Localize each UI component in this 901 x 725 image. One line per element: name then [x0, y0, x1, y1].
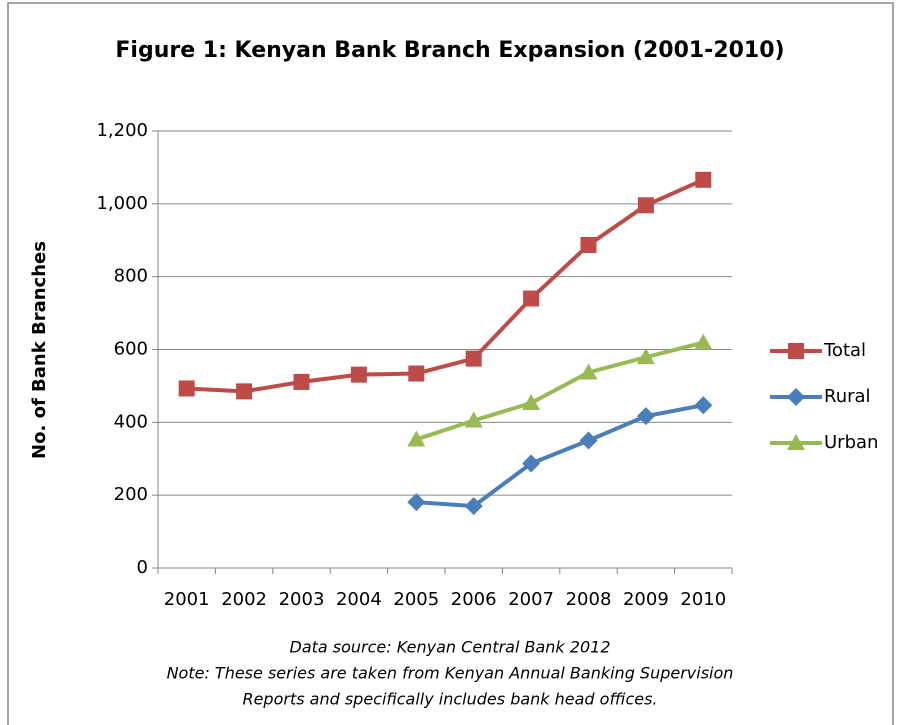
- x-tick-label: 2004: [336, 589, 382, 610]
- x-tick-label: 2007: [508, 589, 554, 610]
- y-tick-label: 200: [114, 484, 148, 505]
- chart-title: Figure 1: Kenyan Bank Branch Expansion (…: [115, 38, 784, 63]
- series-line: [416, 403, 704, 509]
- series-line: [415, 340, 704, 442]
- data-point: [695, 171, 712, 188]
- x-tick-label: 2005: [393, 589, 439, 610]
- x-tick-label: 2001: [164, 589, 210, 610]
- annotation: Reports and specifically includes bank h…: [242, 690, 657, 709]
- x-tick-label: 2008: [566, 589, 612, 610]
- data-point: [636, 348, 655, 365]
- data-point: [522, 454, 541, 473]
- data-point: [465, 350, 482, 367]
- data-point: [464, 411, 483, 428]
- data-point: [464, 497, 483, 516]
- series-line: [186, 177, 705, 394]
- data-point: [350, 366, 367, 383]
- data-point: [694, 396, 713, 415]
- data-point: [637, 197, 654, 214]
- data-point: [408, 365, 425, 382]
- y-tick-label: 400: [114, 411, 148, 432]
- data-point: [579, 363, 598, 380]
- legend-label: Rural: [824, 386, 871, 407]
- data-point: [236, 383, 253, 400]
- x-tick-label: 2003: [279, 589, 325, 610]
- x-tick-label: 2010: [680, 589, 726, 610]
- data-point: [636, 407, 655, 426]
- data-point: [523, 290, 540, 307]
- legend-marker: [787, 434, 805, 450]
- data-point: [407, 430, 426, 447]
- y-tick-label: 1,000: [96, 193, 148, 214]
- x-tick-label: 2002: [221, 589, 267, 610]
- data-point: [293, 373, 310, 390]
- legend-marker: [788, 343, 804, 359]
- x-tick-label: 2006: [451, 589, 497, 610]
- y-tick-label: 600: [114, 339, 148, 360]
- data-point: [580, 236, 597, 253]
- annotation: Data source: Kenyan Central Bank 2012: [290, 638, 611, 657]
- legend-label: Urban: [824, 432, 878, 453]
- y-axis-label: No. of Bank Branches: [29, 241, 50, 459]
- data-point: [694, 333, 713, 350]
- x-tick-label: 2009: [623, 589, 669, 610]
- data-point: [522, 394, 541, 411]
- legend-label: Total: [823, 340, 866, 361]
- data-point: [579, 431, 598, 450]
- data-point: [178, 380, 195, 397]
- annotation: Note: These series are taken from Kenyan…: [167, 664, 734, 683]
- y-tick-label: 800: [114, 266, 148, 287]
- y-tick-label: 0: [137, 557, 148, 578]
- y-tick-label: 1,200: [96, 120, 148, 141]
- legend-marker: [787, 388, 805, 406]
- data-point: [407, 493, 426, 512]
